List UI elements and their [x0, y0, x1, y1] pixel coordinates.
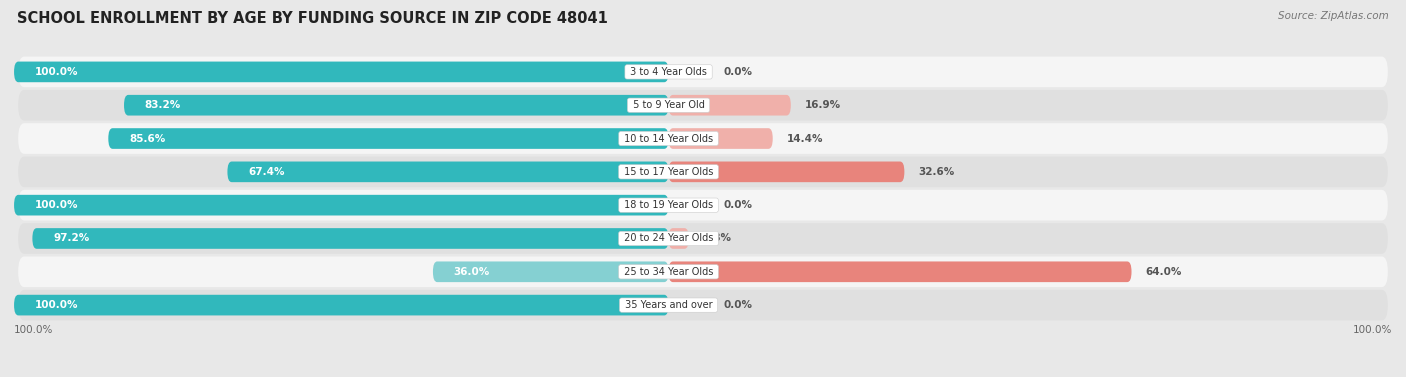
FancyBboxPatch shape [18, 223, 1388, 254]
Text: 16.9%: 16.9% [804, 100, 841, 110]
Text: 100.0%: 100.0% [35, 300, 79, 310]
Text: 100.0%: 100.0% [1353, 325, 1392, 335]
Text: 100.0%: 100.0% [14, 325, 53, 335]
FancyBboxPatch shape [14, 61, 669, 82]
Text: Source: ZipAtlas.com: Source: ZipAtlas.com [1278, 11, 1389, 21]
FancyBboxPatch shape [18, 290, 1388, 320]
Text: 15 to 17 Year Olds: 15 to 17 Year Olds [621, 167, 716, 177]
FancyBboxPatch shape [669, 128, 773, 149]
Text: 36.0%: 36.0% [454, 267, 489, 277]
Text: 85.6%: 85.6% [129, 133, 166, 144]
FancyBboxPatch shape [669, 262, 1132, 282]
FancyBboxPatch shape [108, 128, 669, 149]
Text: 97.2%: 97.2% [53, 233, 90, 244]
FancyBboxPatch shape [18, 256, 1388, 287]
Text: SCHOOL ENROLLMENT BY AGE BY FUNDING SOURCE IN ZIP CODE 48041: SCHOOL ENROLLMENT BY AGE BY FUNDING SOUR… [17, 11, 607, 26]
Text: 35 Years and over: 35 Years and over [621, 300, 716, 310]
FancyBboxPatch shape [228, 161, 669, 182]
FancyBboxPatch shape [14, 295, 669, 316]
Text: 10 to 14 Year Olds: 10 to 14 Year Olds [621, 133, 716, 144]
FancyBboxPatch shape [433, 262, 669, 282]
FancyBboxPatch shape [32, 228, 669, 249]
Text: 0.0%: 0.0% [724, 300, 752, 310]
Text: 100.0%: 100.0% [35, 200, 79, 210]
FancyBboxPatch shape [18, 156, 1388, 187]
Text: 3 to 4 Year Olds: 3 to 4 Year Olds [627, 67, 710, 77]
Text: 67.4%: 67.4% [247, 167, 284, 177]
FancyBboxPatch shape [18, 57, 1388, 87]
FancyBboxPatch shape [14, 195, 669, 216]
Text: 0.0%: 0.0% [724, 200, 752, 210]
Text: 20 to 24 Year Olds: 20 to 24 Year Olds [621, 233, 716, 244]
Text: 32.6%: 32.6% [918, 167, 955, 177]
Text: 83.2%: 83.2% [145, 100, 181, 110]
Text: 5 to 9 Year Old: 5 to 9 Year Old [630, 100, 707, 110]
FancyBboxPatch shape [669, 95, 790, 115]
Text: 18 to 19 Year Olds: 18 to 19 Year Olds [621, 200, 716, 210]
Text: 14.4%: 14.4% [786, 133, 823, 144]
FancyBboxPatch shape [124, 95, 669, 115]
FancyBboxPatch shape [18, 190, 1388, 221]
FancyBboxPatch shape [18, 123, 1388, 154]
FancyBboxPatch shape [18, 90, 1388, 121]
FancyBboxPatch shape [669, 161, 904, 182]
FancyBboxPatch shape [669, 228, 689, 249]
Text: 0.0%: 0.0% [724, 67, 752, 77]
Text: 64.0%: 64.0% [1146, 267, 1181, 277]
Text: 100.0%: 100.0% [35, 67, 79, 77]
Text: 25 to 34 Year Olds: 25 to 34 Year Olds [621, 267, 716, 277]
Text: 2.8%: 2.8% [703, 233, 731, 244]
